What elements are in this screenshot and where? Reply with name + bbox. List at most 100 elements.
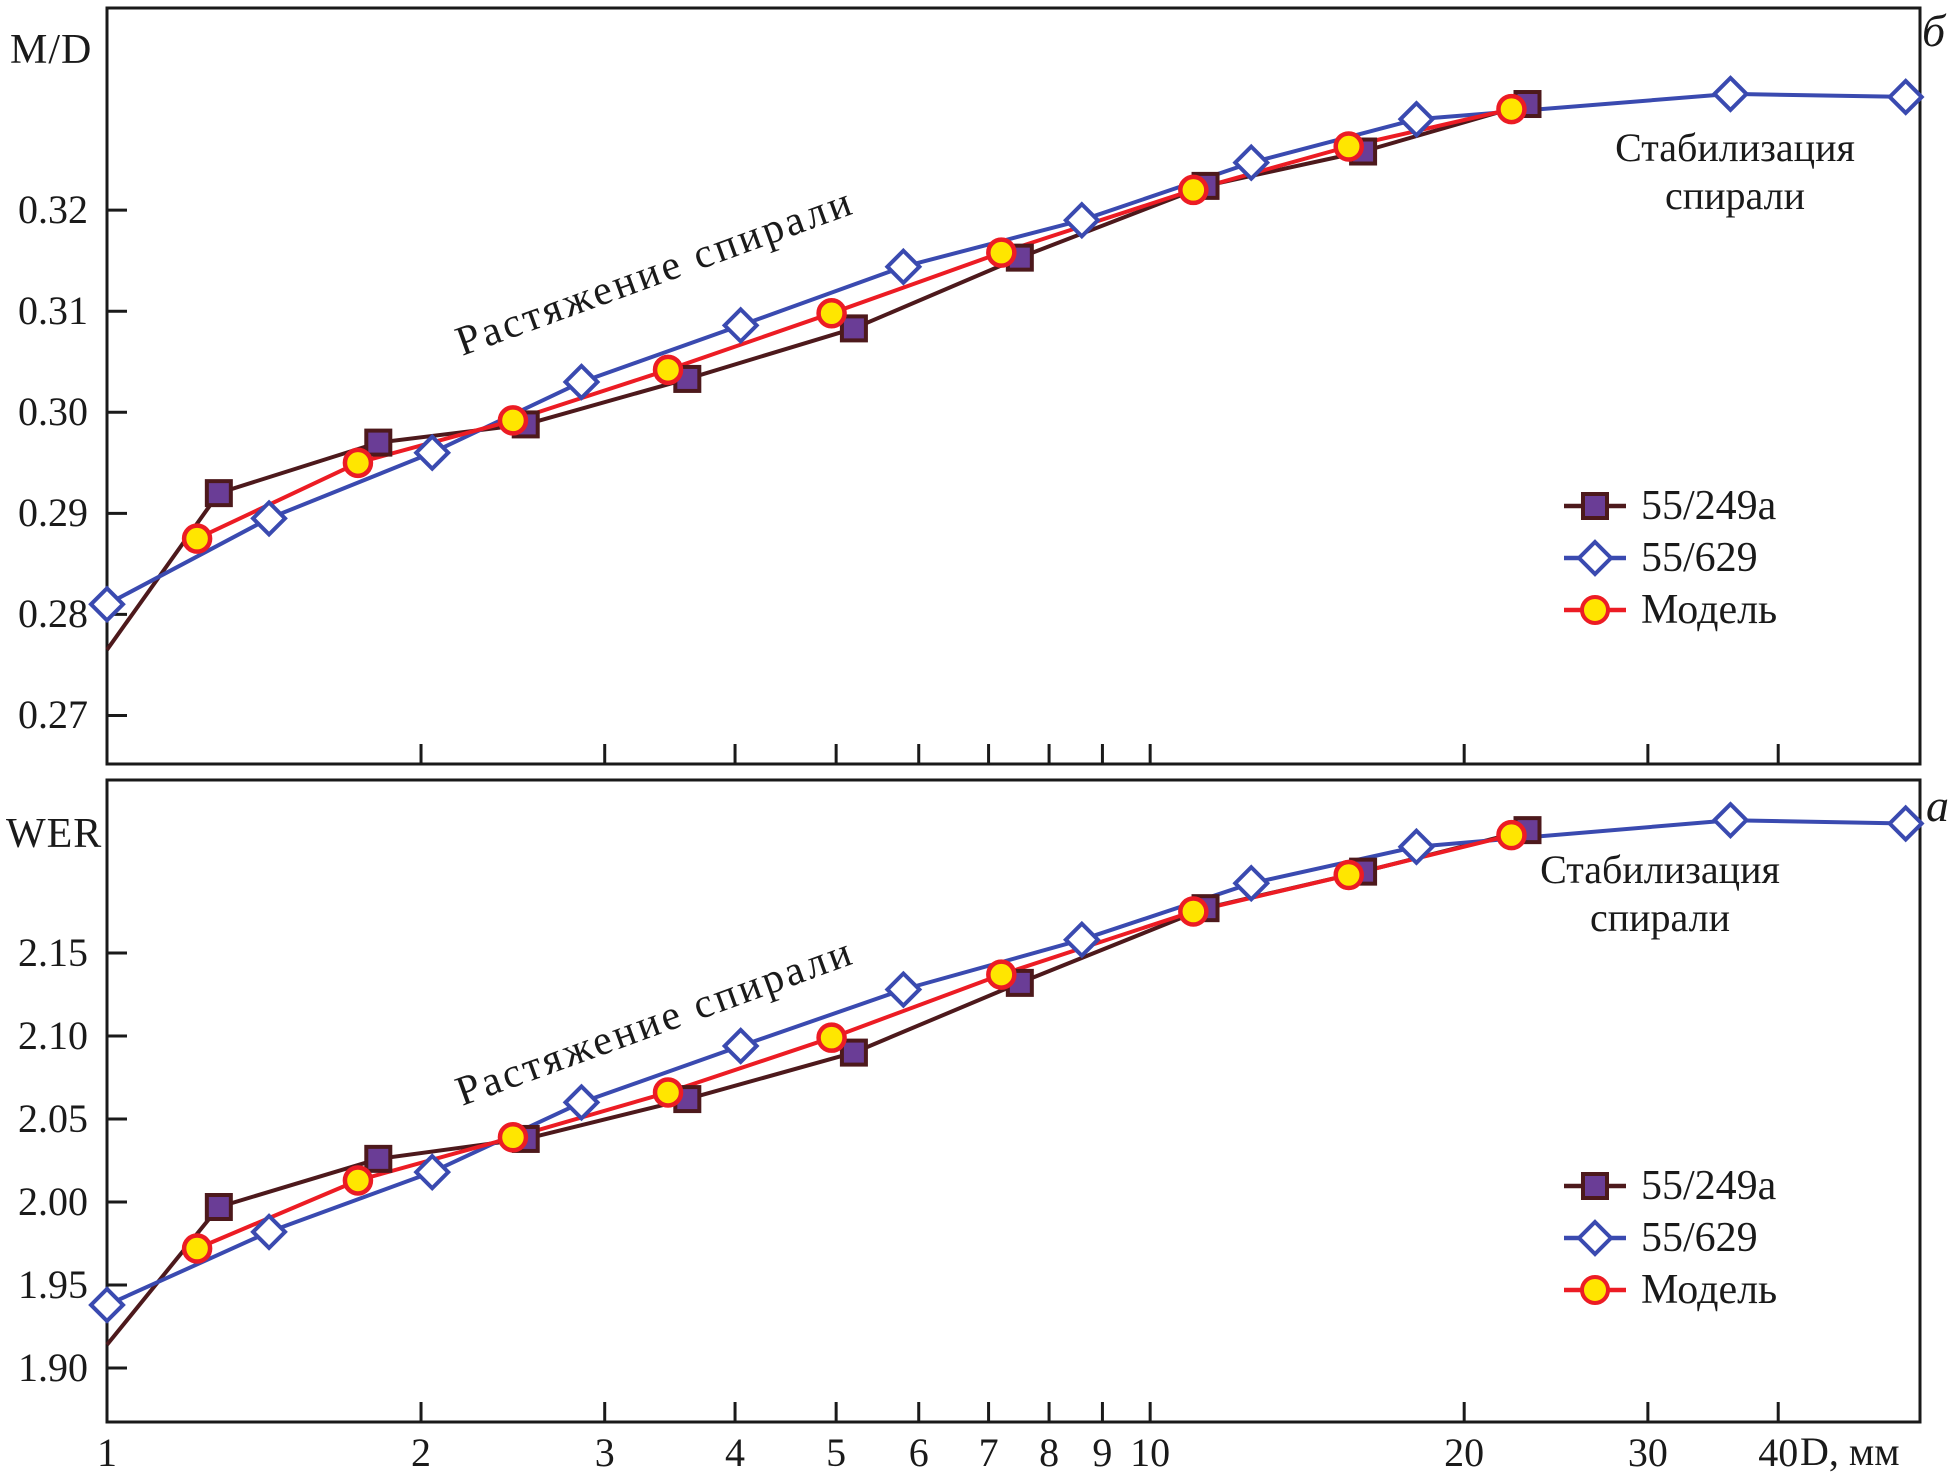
x-tick-label: 10 — [1130, 1430, 1171, 1475]
x-tick-label: 8 — [1039, 1430, 1060, 1475]
y-tick-label: 1.95 — [18, 1262, 88, 1308]
plot-frame-bottom — [105, 778, 1922, 1424]
annotation-stabilization-line1: Стабилизация — [1540, 847, 1780, 892]
series-line-square — [105, 102, 1529, 651]
annotation-stabilization-line2: спирали — [1589, 895, 1731, 940]
y-tick-label: 2.15 — [18, 929, 88, 975]
circle-marker — [497, 405, 529, 436]
y-tick-label: 0.30 — [18, 389, 88, 435]
circle-marker — [1178, 896, 1209, 927]
circle-marker — [816, 1022, 847, 1053]
diamond-marker — [1886, 78, 1925, 116]
panel-label: б — [1922, 5, 1946, 56]
diamond-marker — [1063, 201, 1101, 240]
diamond-marker — [88, 585, 126, 624]
legend: 55/249a 55/629 Модель — [1563, 1160, 1777, 1316]
x-tick-label: 9 — [1092, 1430, 1113, 1475]
circle-marker — [1333, 859, 1364, 891]
diamond-marker — [562, 1083, 601, 1122]
legend-square-icon — [1564, 492, 1626, 520]
annotation-stabilization: Стабилизация спирали — [1510, 846, 1810, 942]
legend-item-diamond: 55/629 — [1563, 532, 1777, 584]
legend-label: 55/249a — [1641, 483, 1777, 529]
x-tick-label: 7 — [978, 1430, 999, 1475]
diamond-marker — [721, 306, 760, 345]
diamond-marker — [884, 247, 923, 286]
circle-marker — [181, 523, 213, 554]
circle-marker — [652, 1077, 684, 1108]
diamond-marker — [1711, 75, 1750, 113]
circle-marker — [986, 959, 1017, 990]
circle-marker — [497, 1122, 529, 1153]
legend-item-square: 55/249a — [1563, 1160, 1777, 1212]
square-marker — [204, 1193, 233, 1222]
square-marker — [839, 314, 868, 343]
diamond-marker — [250, 499, 288, 538]
square-marker — [364, 428, 393, 457]
diamond-marker — [1397, 100, 1436, 139]
diamond-marker — [562, 363, 601, 401]
diamond-marker — [1397, 827, 1436, 866]
x-tick-label: 30 — [1627, 1430, 1668, 1475]
legend: 55/249a 55/629 Модель — [1563, 480, 1777, 636]
diamond-marker — [250, 1213, 288, 1251]
x-tick-label: 2 — [411, 1430, 432, 1475]
circle-marker — [986, 237, 1017, 268]
annotation-stabilization-line1: Стабилизация — [1615, 125, 1855, 170]
circle-marker — [816, 297, 847, 329]
circle-marker — [1496, 93, 1527, 125]
x-tick-label: 20 — [1444, 1430, 1485, 1475]
circle-marker — [1496, 819, 1527, 851]
y-axis-title: M/D — [10, 27, 93, 73]
diamond-marker — [88, 1286, 126, 1324]
circle-marker — [652, 354, 684, 386]
x-tick-label: 4 — [725, 1430, 746, 1475]
circle-marker — [342, 447, 374, 479]
y-tick-label: 0.29 — [18, 490, 88, 536]
y-tick-label: 0.27 — [18, 692, 88, 738]
legend-diamond-icon — [1564, 1219, 1626, 1257]
x-tick-label: 3 — [594, 1430, 615, 1475]
square-marker — [364, 1144, 393, 1173]
legend-label: Модель — [1641, 587, 1778, 633]
legend-diamond-icon — [1564, 539, 1626, 577]
panel-label: а — [1926, 780, 1949, 831]
x-axis-title: D, мм — [1800, 1429, 1900, 1474]
y-tick-label: 0.32 — [18, 187, 88, 233]
legend-item-square: 55/249a — [1563, 480, 1777, 532]
legend-label: 55/629 — [1641, 535, 1758, 581]
circle-marker — [181, 1233, 213, 1264]
legend-circle-icon — [1564, 1275, 1626, 1305]
x-tick-label: 5 — [826, 1430, 847, 1475]
legend-item-diamond: 55/629 — [1563, 1212, 1777, 1264]
diamond-marker — [1886, 804, 1925, 843]
annotation-stabilization-line2: спирали — [1664, 173, 1806, 218]
diamond-marker — [721, 1027, 760, 1065]
y-tick-label: 0.28 — [18, 591, 88, 637]
x-tick-label: 40 — [1758, 1430, 1799, 1475]
y-tick-label: 0.31 — [18, 288, 88, 334]
circle-marker — [1178, 174, 1209, 206]
legend-item-circle: Модель — [1563, 1264, 1777, 1316]
diamond-marker — [413, 1153, 452, 1191]
diamond-marker — [1711, 801, 1750, 840]
circle-marker — [1333, 131, 1364, 162]
legend-label: Модель — [1641, 1267, 1778, 1313]
legend-square-icon — [1564, 1172, 1626, 1200]
square-marker — [204, 479, 233, 508]
y-tick-label: 1.90 — [18, 1345, 88, 1391]
series-line-square — [105, 828, 1528, 1347]
legend-label: 55/629 — [1641, 1215, 1758, 1261]
legend-item-circle: Модель — [1563, 584, 1777, 636]
y-tick-label: 2.10 — [18, 1013, 88, 1058]
y-tick-label: 2.05 — [18, 1096, 88, 1141]
diamond-marker — [1063, 920, 1101, 959]
diamond-marker — [413, 433, 452, 472]
y-tick-label: 2.00 — [18, 1179, 88, 1225]
circle-marker — [342, 1165, 374, 1196]
x-tick-label: 1 — [97, 1430, 117, 1475]
plot-frame-top — [105, 6, 1922, 766]
square-marker — [839, 1038, 868, 1067]
diamond-marker — [1232, 143, 1271, 182]
